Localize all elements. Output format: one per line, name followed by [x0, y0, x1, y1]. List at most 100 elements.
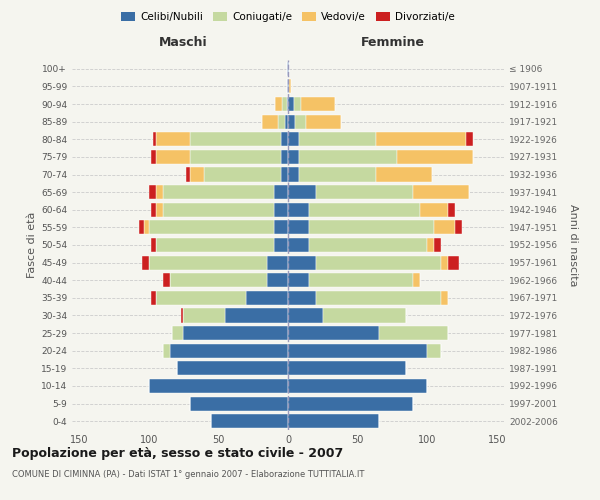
Bar: [376, 168, 431, 181]
Y-axis label: Anni di nascita: Anni di nascita: [568, 204, 578, 286]
Bar: [287, 80, 288, 94]
Bar: [434, 238, 441, 252]
Bar: [278, 114, 285, 128]
Bar: [427, 344, 441, 358]
Bar: [155, 150, 190, 164]
Bar: [155, 185, 163, 199]
Bar: [225, 308, 288, 322]
Bar: [267, 273, 288, 287]
Bar: [288, 168, 299, 181]
Bar: [288, 256, 316, 270]
Bar: [288, 132, 299, 146]
Bar: [309, 273, 413, 287]
Text: Popolazione per età, sesso e stato civile - 2007: Popolazione per età, sesso e stato civil…: [12, 448, 343, 460]
Bar: [288, 114, 295, 128]
Bar: [421, 202, 448, 217]
Bar: [151, 291, 155, 305]
Bar: [288, 97, 293, 111]
Bar: [163, 202, 274, 217]
Bar: [149, 220, 274, 234]
Bar: [316, 185, 413, 199]
Bar: [293, 97, 301, 111]
Bar: [281, 150, 288, 164]
Bar: [288, 344, 427, 358]
Bar: [466, 132, 473, 146]
Bar: [267, 256, 288, 270]
Bar: [153, 132, 155, 146]
Text: Maschi: Maschi: [159, 36, 208, 50]
Bar: [289, 80, 291, 94]
Bar: [413, 185, 469, 199]
Bar: [151, 202, 155, 217]
Bar: [299, 168, 376, 181]
Bar: [288, 379, 427, 393]
Bar: [397, 150, 473, 164]
Bar: [205, 168, 281, 181]
Bar: [190, 132, 281, 146]
Bar: [149, 379, 288, 393]
Bar: [163, 185, 274, 199]
Bar: [176, 362, 288, 376]
Bar: [288, 291, 316, 305]
Bar: [274, 220, 288, 234]
Bar: [427, 238, 434, 252]
Bar: [448, 202, 455, 217]
Bar: [455, 220, 462, 234]
Bar: [151, 238, 155, 252]
Bar: [262, 114, 278, 128]
Bar: [184, 308, 225, 322]
Bar: [441, 256, 448, 270]
Bar: [309, 220, 434, 234]
Bar: [181, 308, 184, 322]
Bar: [309, 202, 421, 217]
Bar: [287, 62, 288, 76]
Bar: [301, 97, 335, 111]
Bar: [274, 202, 288, 217]
Bar: [288, 396, 413, 410]
Bar: [448, 256, 460, 270]
Bar: [184, 326, 288, 340]
Bar: [306, 114, 341, 128]
Bar: [285, 114, 288, 128]
Text: Femmine: Femmine: [361, 36, 425, 50]
Bar: [288, 62, 289, 76]
Bar: [149, 256, 267, 270]
Text: COMUNE DI CIMINNA (PA) - Dati ISTAT 1° gennaio 2007 - Elaborazione TUTTITALIA.IT: COMUNE DI CIMINNA (PA) - Dati ISTAT 1° g…: [12, 470, 364, 479]
Bar: [246, 291, 288, 305]
Bar: [295, 114, 306, 128]
Bar: [186, 168, 190, 181]
Bar: [155, 291, 246, 305]
Bar: [309, 238, 427, 252]
Bar: [163, 344, 170, 358]
Bar: [413, 273, 421, 287]
Bar: [170, 273, 267, 287]
Bar: [288, 238, 309, 252]
Bar: [299, 132, 376, 146]
Bar: [211, 414, 288, 428]
Bar: [149, 185, 155, 199]
Bar: [288, 308, 323, 322]
Bar: [151, 150, 155, 164]
Bar: [379, 326, 448, 340]
Bar: [163, 273, 170, 287]
Bar: [190, 396, 288, 410]
Bar: [155, 132, 190, 146]
Bar: [288, 362, 406, 376]
Bar: [288, 202, 309, 217]
Bar: [288, 150, 299, 164]
Y-axis label: Fasce di età: Fasce di età: [27, 212, 37, 278]
Bar: [172, 326, 184, 340]
Bar: [434, 220, 455, 234]
Bar: [281, 132, 288, 146]
Bar: [139, 220, 145, 234]
Bar: [441, 291, 448, 305]
Bar: [316, 256, 441, 270]
Bar: [275, 97, 283, 111]
Bar: [323, 308, 406, 322]
Bar: [274, 238, 288, 252]
Bar: [299, 150, 397, 164]
Bar: [288, 220, 309, 234]
Bar: [288, 326, 379, 340]
Bar: [288, 414, 379, 428]
Bar: [142, 256, 149, 270]
